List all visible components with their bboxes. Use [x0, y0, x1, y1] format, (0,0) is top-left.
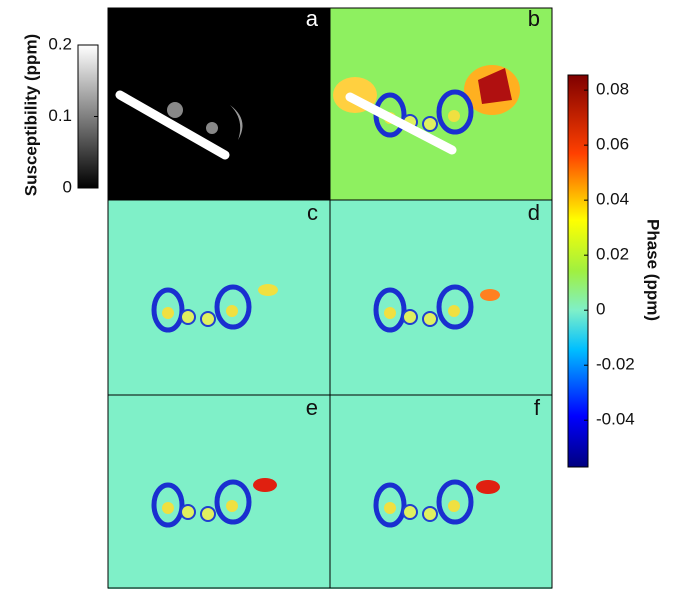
- figure: Susceptibility (ppm) Phase (ppm) a b c d e f 0…: [0, 0, 678, 589]
- shape: [167, 102, 183, 118]
- shape: [206, 122, 218, 134]
- tick-label: 0.02: [596, 245, 629, 264]
- panel-label: e: [306, 395, 318, 420]
- tick-label: 0.1: [48, 106, 72, 125]
- colorbar-label: Phase (ppm): [644, 219, 663, 321]
- panel-label: c: [307, 200, 318, 225]
- tick-label: 0.2: [48, 34, 72, 53]
- tick-label: 0: [63, 177, 72, 196]
- tick-label: -0.04: [596, 410, 635, 429]
- colorbar: [568, 75, 588, 467]
- tick-label: -0.02: [596, 355, 635, 374]
- tick-label: 0: [596, 300, 605, 319]
- tick-label: 0.06: [596, 135, 629, 154]
- tick-label: 0.08: [596, 80, 629, 99]
- panel-label: d: [528, 200, 540, 225]
- panel-label: b: [528, 6, 540, 31]
- tick-label: 0.04: [596, 190, 629, 209]
- page: Susceptibility (ppm) Phase (ppm) a b c d e f 0…: [0, 0, 678, 589]
- colorbar-label: Susceptibility (ppm): [21, 34, 40, 196]
- panel-label: a: [306, 6, 319, 31]
- panel-label: f: [534, 395, 541, 420]
